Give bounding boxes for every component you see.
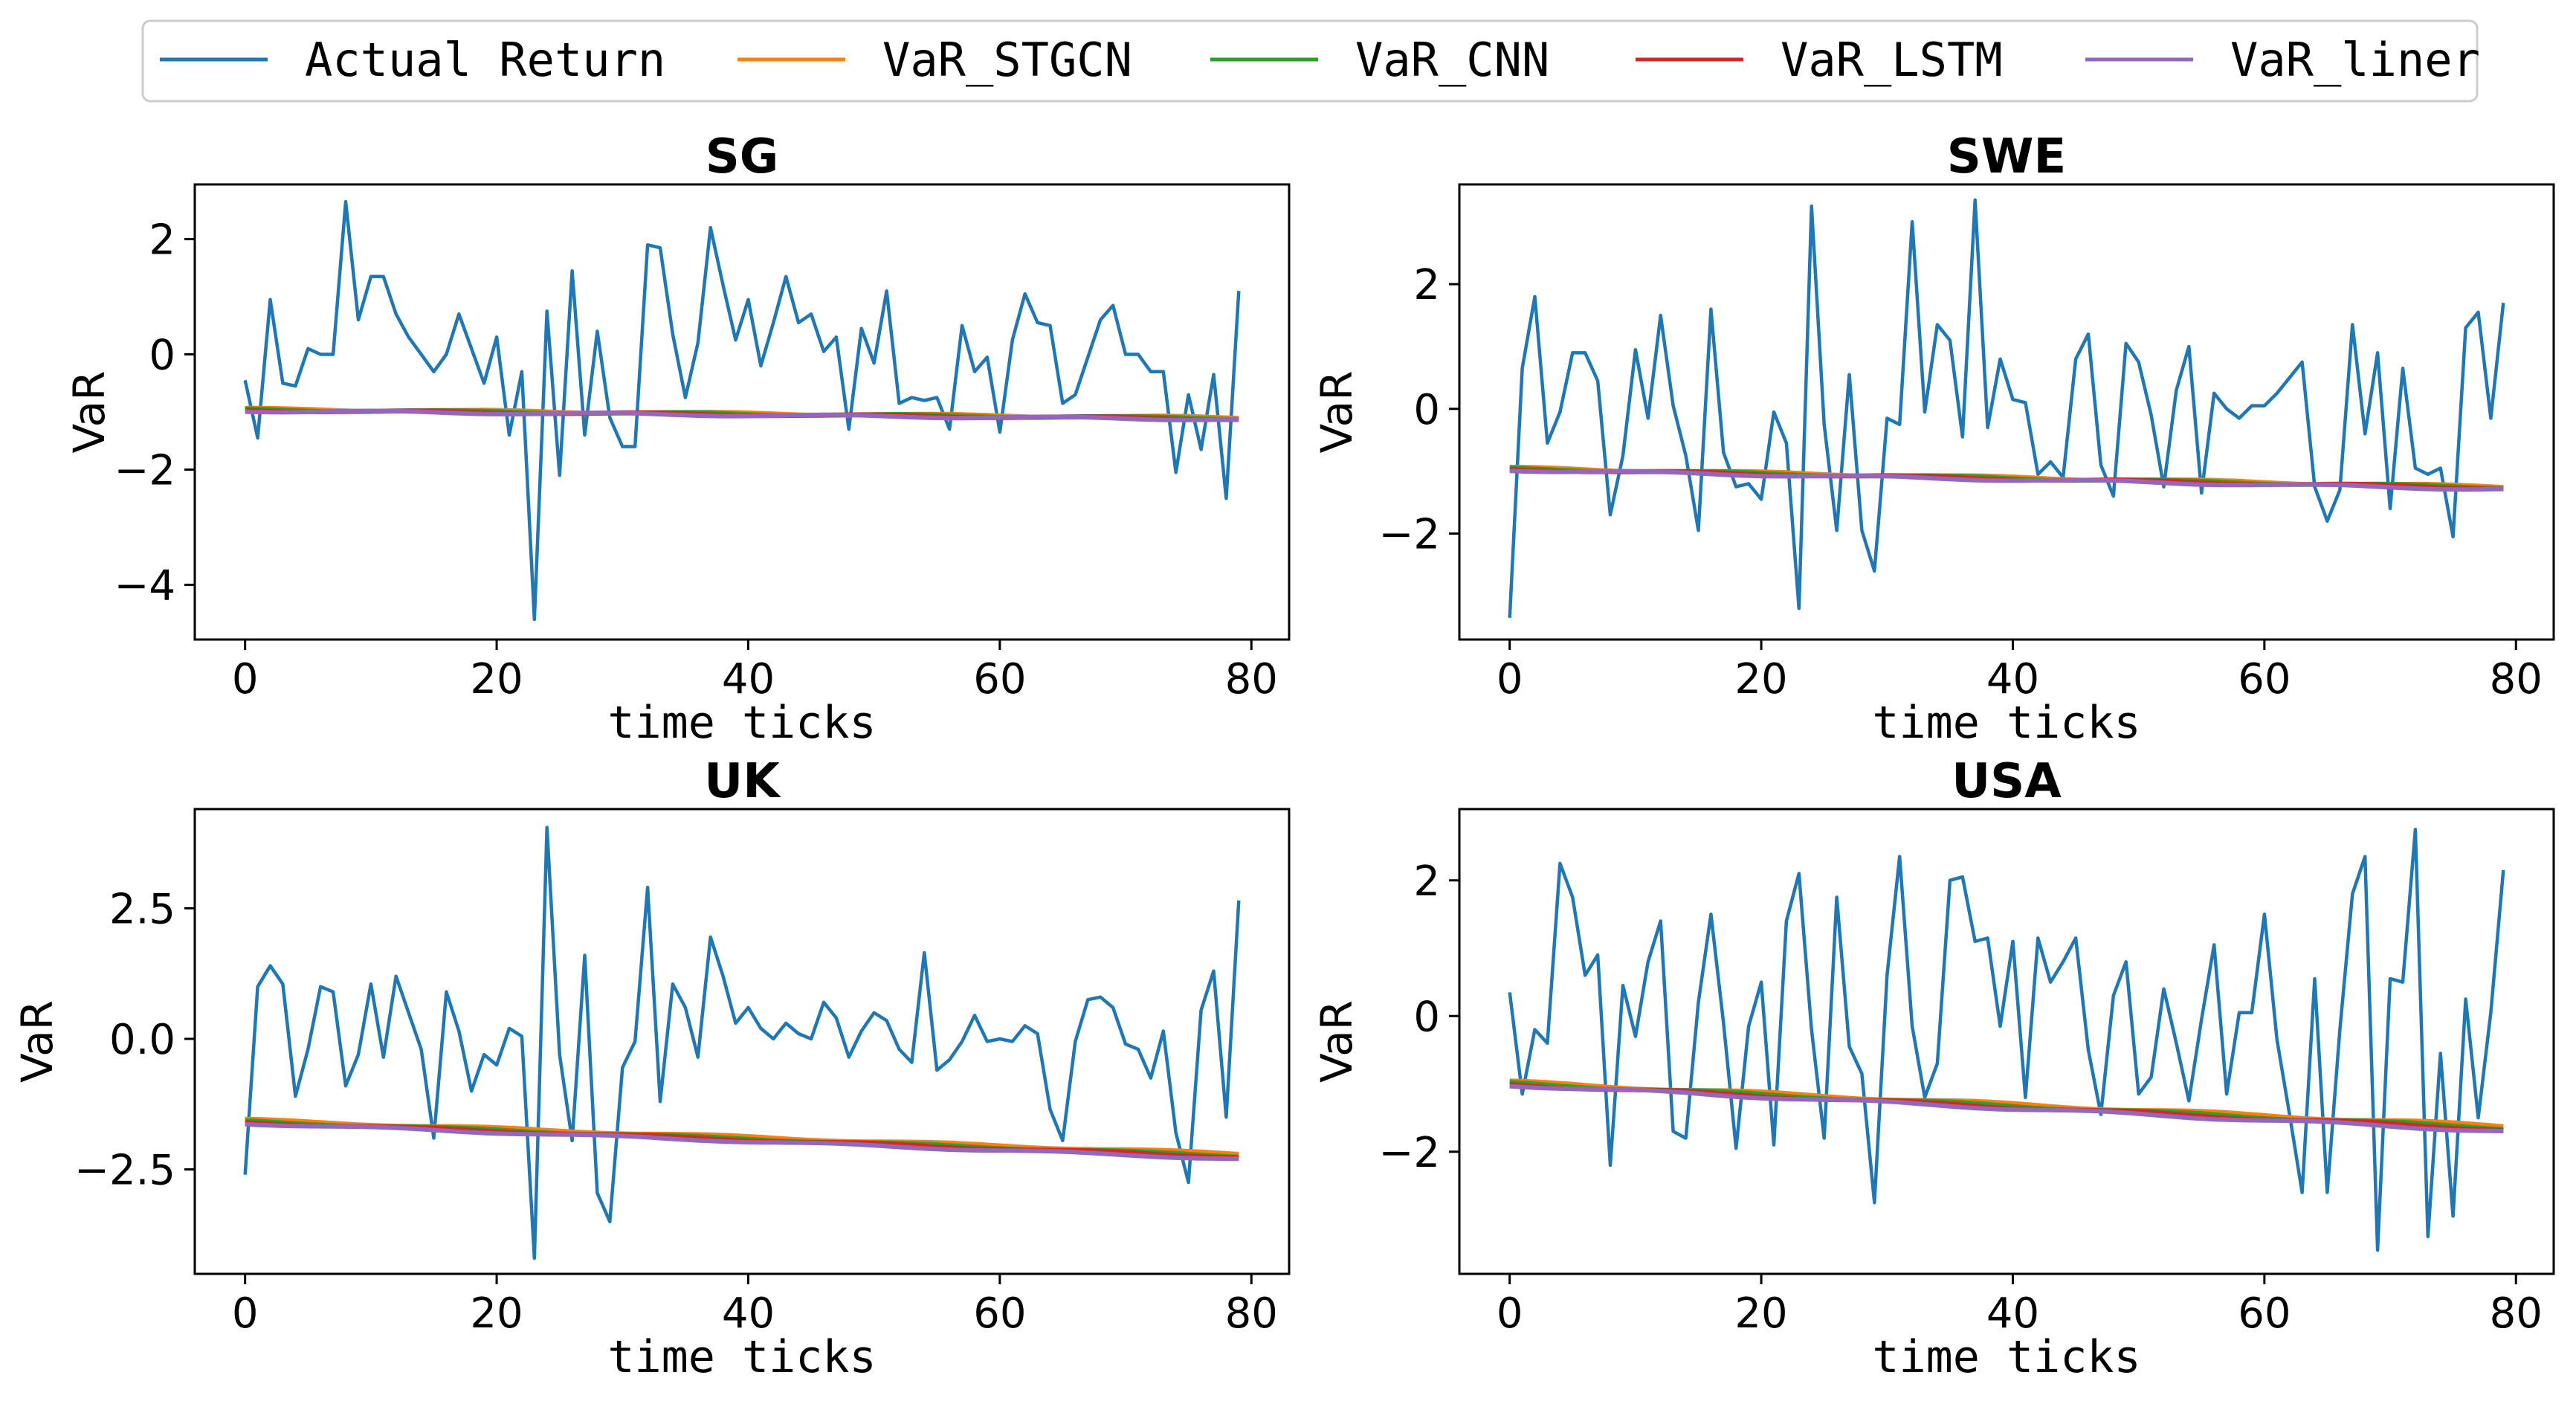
- panel-title-sg: SG: [706, 129, 779, 184]
- y-tick-label-uk-2: −2.5: [74, 1147, 175, 1195]
- x-tick-label-usa-40: 40: [1986, 1289, 2039, 1338]
- plot-area-usa: [1459, 809, 2554, 1274]
- x-tick-label-uk-60: 60: [973, 1289, 1026, 1338]
- y-tick-label-sg-3: −4: [114, 561, 175, 610]
- x-tick-label-sg-60: 60: [973, 655, 1026, 703]
- x-tick-label-sg-40: 40: [722, 655, 775, 703]
- y-tick-label-uk-0: 2.5: [109, 885, 175, 933]
- y-tick-label-usa-0: 2: [1413, 857, 1440, 906]
- y-tick-label-swe-0: 2: [1413, 261, 1440, 309]
- plot-area-uk: [195, 809, 1289, 1274]
- series-line-uk-actual-return: [243, 825, 1241, 1260]
- legend: Actual Return VaR_STGCN VaR_CNN VaR_LSTM…: [141, 19, 2480, 103]
- y-tick-label-usa-2: −2: [1378, 1129, 1440, 1177]
- panel-title-uk: UK: [704, 754, 781, 809]
- axes-frame-swe: [1458, 183, 2555, 641]
- x-tick-label-usa-0: 0: [1497, 1289, 1523, 1338]
- y-axis-label-usa: VaR: [1311, 1000, 1362, 1083]
- series-line-uk-var-liner: [245, 1121, 1239, 1162]
- series-line-usa-actual-return: [1508, 828, 2505, 1252]
- x-axis-label-sg: time ticks: [607, 697, 876, 749]
- x-tick-label-sg-0: 0: [232, 655, 259, 703]
- x-tick-label-usa-20: 20: [1734, 1289, 1787, 1338]
- series-group-swe: [1508, 198, 2505, 618]
- x-tick-label-uk-20: 20: [470, 1289, 523, 1338]
- series-line-swe-actual-return: [1508, 198, 2505, 618]
- axes-frame-uk: [193, 808, 1291, 1275]
- panel-uk: 0 20 40 60 80 2.5 0.0 −2.5 UK time ticks VaR: [12, 754, 1291, 1383]
- y-tick-label-usa-1: 0: [1413, 993, 1440, 1041]
- axes-frame-usa: [1458, 808, 2555, 1275]
- legend-label-var-lstm: VaR_LSTM: [1781, 33, 2003, 87]
- y-tick-label-swe-2: −2: [1378, 510, 1440, 558]
- series-line-usa-var-liner: [1509, 1083, 2504, 1133]
- x-axis-label-swe: time ticks: [1872, 697, 2140, 749]
- y-tick-label-swe-1: 0: [1413, 386, 1440, 434]
- x-tick-label-swe-20: 20: [1734, 655, 1787, 703]
- series-line-swe-var-liner: [1509, 468, 2504, 492]
- legend-label-actual-return: Actual Return: [305, 33, 665, 87]
- x-tick-label-sg-20: 20: [470, 655, 523, 703]
- axes-frame-sg: [193, 183, 1291, 641]
- series-group-sg: [243, 199, 1241, 622]
- y-tick-label-sg-2: −2: [114, 446, 175, 495]
- y-axis-label-uk: VaR: [12, 1000, 62, 1083]
- y-tick-label-uk-1: 0.0: [109, 1016, 175, 1064]
- x-tick-label-swe-0: 0: [1497, 655, 1523, 703]
- panel-title-swe: SWE: [1947, 129, 2066, 184]
- x-tick-label-sg-80: 80: [1225, 655, 1278, 703]
- series-group-uk: [243, 825, 1241, 1260]
- x-tick-label-swe-40: 40: [1986, 655, 2039, 703]
- plot-area-swe: [1459, 184, 2554, 640]
- x-tick-label-swe-80: 80: [2490, 655, 2543, 703]
- legend-label-var-stgcn: VaR_STGCN: [882, 33, 1132, 87]
- x-axis-label-uk: time ticks: [607, 1331, 876, 1383]
- x-tick-label-usa-60: 60: [2238, 1289, 2291, 1338]
- series-line-sg-actual-return: [243, 199, 1241, 622]
- x-tick-label-uk-0: 0: [232, 1289, 259, 1338]
- legend-label-var-cnn: VaR_CNN: [1355, 33, 1549, 87]
- x-tick-label-uk-40: 40: [722, 1289, 775, 1338]
- series-line-sg-var-liner: [245, 408, 1239, 422]
- y-tick-label-sg-1: 0: [149, 332, 175, 380]
- y-axis-label-sg: VaR: [64, 370, 114, 453]
- x-axis-label-usa: time ticks: [1872, 1331, 2140, 1383]
- x-tick-label-uk-80: 80: [1225, 1289, 1278, 1338]
- legend-label-var-liner: VaR_liner: [2230, 33, 2480, 87]
- series-group-usa: [1508, 828, 2505, 1252]
- x-tick-label-swe-60: 60: [2238, 655, 2291, 703]
- y-tick-label-sg-0: 2: [149, 216, 175, 265]
- y-axis-label-swe: VaR: [1311, 370, 1362, 453]
- panel-title-usa: USA: [1952, 754, 2062, 809]
- x-tick-label-usa-80: 80: [2490, 1289, 2543, 1338]
